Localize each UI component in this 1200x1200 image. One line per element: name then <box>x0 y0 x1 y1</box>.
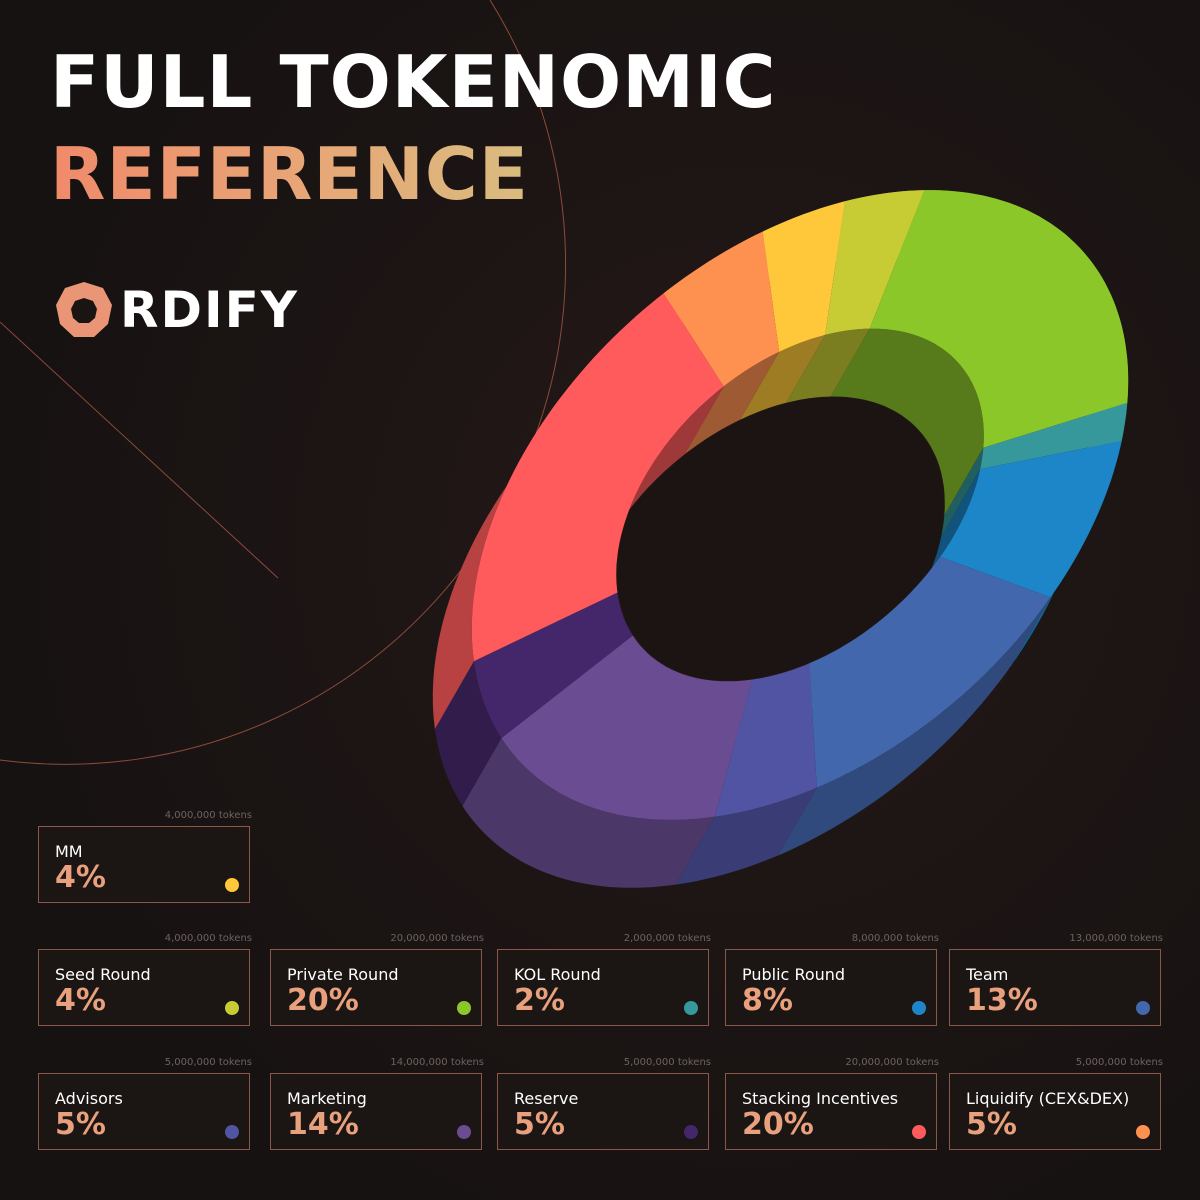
legend-token-count: 14,000,000 tokens <box>390 1057 484 1068</box>
slice-side-advisors <box>675 787 817 885</box>
legend-color-dot <box>912 1001 926 1015</box>
legend-color-dot <box>1136 1125 1150 1139</box>
legend-percent: 20% <box>742 1107 814 1142</box>
legend-label: Private Round <box>287 965 399 984</box>
legend-token-count: 2,000,000 tokens <box>623 933 711 944</box>
legend-color-dot <box>225 1125 239 1139</box>
slice-inner-private-round <box>830 328 984 516</box>
legend-percent: 5% <box>966 1107 1017 1142</box>
legend-label: Public Round <box>742 965 846 984</box>
slice-side-stacking-incentives <box>432 293 664 730</box>
slice-mm <box>762 201 845 352</box>
brand-logo-text: RDIFY <box>120 281 299 339</box>
decorative-line <box>0 321 279 579</box>
legend-label: MM <box>55 842 83 861</box>
legend-card-box: Private Round 20% <box>270 949 482 1026</box>
legend-token-count: 13,000,000 tokens <box>1069 933 1163 944</box>
page-title-line2: REFERENCE <box>50 132 529 216</box>
legend-color-dot <box>457 1001 471 1015</box>
legend-token-count: 20,000,000 tokens <box>845 1057 939 1068</box>
legend-percent: 4% <box>55 860 106 895</box>
legend-card-box: Team 13% <box>949 949 1161 1026</box>
legend-token-count: 8,000,000 tokens <box>851 933 939 944</box>
legend-percent: 8% <box>742 983 793 1018</box>
legend-card-box: Marketing 14% <box>270 1073 482 1150</box>
legend-token-count: 5,000,000 tokens <box>623 1057 711 1068</box>
legend-card-box: Liquidify (CEX&DEX) 5% <box>949 1073 1161 1150</box>
legend-color-dot <box>684 1125 698 1139</box>
legend-label: Advisors <box>55 1089 123 1108</box>
legend-color-dot <box>912 1125 926 1139</box>
legend-percent: 5% <box>55 1107 106 1142</box>
legend-color-dot <box>457 1125 471 1139</box>
legend-label: Marketing <box>287 1089 367 1108</box>
legend-token-count: 20,000,000 tokens <box>390 933 484 944</box>
legend-card-box: Reserve 5% <box>497 1073 709 1150</box>
slice-reserve <box>473 592 633 739</box>
slice-marketing <box>501 635 753 820</box>
legend-color-dot <box>225 878 239 892</box>
slice-kol-round <box>980 402 1128 470</box>
legend-card-box: MM 4% <box>38 826 250 903</box>
slice-team <box>809 556 1051 788</box>
legend-label: Seed Round <box>55 965 151 984</box>
legend-token-count: 5,000,000 tokens <box>1075 1057 1163 1068</box>
slice-inner-mm <box>740 334 826 420</box>
legend-card-box: KOL Round 2% <box>497 949 709 1026</box>
slice-stacking-incentives <box>471 293 724 662</box>
legend-card-box: Seed Round 4% <box>38 949 250 1026</box>
legend-card-box: Advisors 5% <box>38 1073 250 1150</box>
brand-logo-icon <box>56 282 112 337</box>
legend-token-count: 5,000,000 tokens <box>164 1057 252 1068</box>
slice-side-reserve <box>434 661 502 806</box>
legend-percent: 14% <box>287 1107 359 1142</box>
legend-label: Team <box>966 965 1009 984</box>
legend-card-box: Public Round 8% <box>725 949 937 1026</box>
slice-private-round <box>869 190 1129 448</box>
slice-seed-round <box>825 190 925 335</box>
legend-color-dot <box>1136 1001 1150 1015</box>
legend-token-count: 4,000,000 tokens <box>164 933 252 944</box>
slice-side-marketing <box>462 738 715 888</box>
legend-percent: 2% <box>514 983 565 1018</box>
legend-percent: 4% <box>55 983 106 1018</box>
legend-color-dot <box>225 1001 239 1015</box>
legend-label: Stacking Incentives <box>742 1089 899 1108</box>
legend-percent: 13% <box>966 983 1038 1018</box>
page-title-line1: FULL TOKENOMIC <box>50 40 777 124</box>
legend-label: Reserve <box>514 1089 579 1108</box>
legend-card-box: Stacking Incentives 20% <box>725 1073 937 1150</box>
legend-percent: 20% <box>287 983 359 1018</box>
legend-color-dot <box>684 1001 698 1015</box>
slice-liquidify-cex-dex <box>663 231 780 387</box>
slice-side-team <box>777 597 1051 856</box>
slice-inner-seed-round <box>786 328 870 403</box>
slice-public-round <box>940 440 1122 598</box>
brand-logo: RDIFY <box>52 278 299 342</box>
slice-advisors <box>714 663 817 817</box>
legend-label: Liquidify (CEX&DEX) <box>966 1089 1130 1108</box>
slice-inner-liquidify-cex-dex <box>684 351 780 455</box>
legend-label: KOL Round <box>514 965 601 984</box>
legend-token-count: 4,000,000 tokens <box>164 810 252 821</box>
slice-inner-public-round <box>901 469 981 625</box>
legend-percent: 5% <box>514 1107 565 1142</box>
slice-inner-kol-round <box>941 447 984 537</box>
